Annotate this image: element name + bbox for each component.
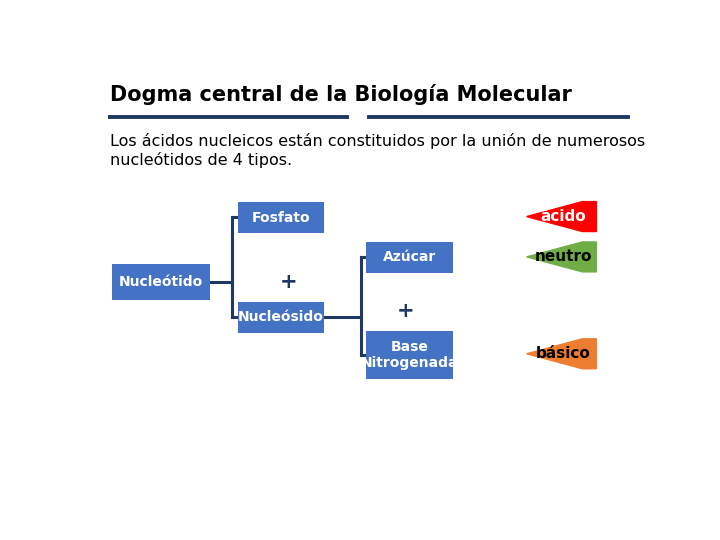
Text: neutro: neutro (535, 249, 593, 265)
FancyBboxPatch shape (366, 241, 453, 273)
Text: Base
Nitrogenada: Base Nitrogenada (361, 340, 458, 370)
Polygon shape (526, 339, 596, 369)
FancyBboxPatch shape (238, 202, 324, 233)
Text: Nucleósido: Nucleósido (238, 310, 324, 325)
Text: Los ácidos nucleicos están constituidos por la unión de numerosos: Los ácidos nucleicos están constituidos … (109, 133, 644, 150)
Polygon shape (526, 201, 596, 232)
FancyBboxPatch shape (238, 302, 324, 333)
Text: ácido: ácido (541, 209, 586, 224)
Polygon shape (526, 242, 596, 272)
Text: nucleótidos de 4 tipos.: nucleótidos de 4 tipos. (109, 152, 292, 168)
Text: +: + (279, 272, 297, 292)
Text: básico: básico (536, 346, 591, 361)
FancyBboxPatch shape (366, 331, 453, 379)
Text: Nucleótido: Nucleótido (119, 275, 203, 289)
FancyBboxPatch shape (112, 265, 210, 300)
Text: Dogma central de la Biología Molecular: Dogma central de la Biología Molecular (109, 84, 572, 105)
Text: Azúcar: Azúcar (383, 250, 436, 264)
Text: Fosfato: Fosfato (252, 211, 310, 225)
Text: +: + (397, 301, 414, 321)
